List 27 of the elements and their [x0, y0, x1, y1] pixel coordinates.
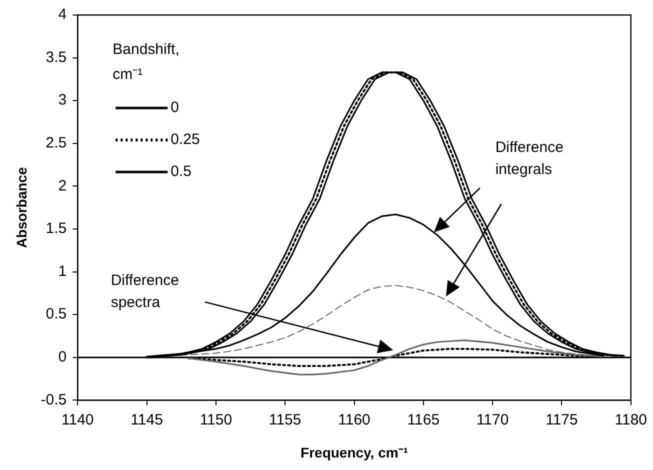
x-tick-label: 1180: [614, 411, 648, 428]
y-tick-label: 1.5: [46, 220, 67, 238]
legend-title: Bandshift, cm⁻¹: [112, 41, 180, 84]
annotation: Difference spectra: [110, 272, 179, 311]
x-tick-label: 1150: [200, 411, 232, 428]
x-tick-label: 1160: [338, 411, 370, 428]
x-axis-title: Frequency, cm⁻¹: [300, 444, 408, 460]
y-axis-title: Absorbance: [13, 166, 30, 248]
y-tick-label: 2.5: [46, 134, 67, 152]
x-tick-label: 1140: [62, 411, 94, 428]
x-tick-label: 1155: [268, 411, 302, 428]
x-tick-label: 1175: [546, 411, 578, 428]
y-tick-label: 1: [58, 262, 67, 280]
y-tick-label: -0.5: [40, 391, 67, 408]
annotation: Difference integrals: [495, 139, 564, 178]
x-tick-label: 1165: [407, 411, 440, 428]
legend-label: 0.25: [170, 131, 200, 148]
y-tick-label: 0.5: [46, 306, 67, 323]
x-tick-label: 1145: [130, 411, 163, 428]
y-tick-label: 3.5: [46, 48, 67, 66]
legend-label: 0: [170, 99, 179, 116]
y-tick-label: 2: [58, 177, 67, 194]
y-tick-label: 3: [58, 92, 67, 109]
y-tick-label: 0: [58, 348, 67, 366]
legend-label: 0.5: [170, 163, 192, 180]
x-tick-label: 1170: [476, 411, 509, 428]
y-tick-label: 4: [58, 6, 67, 24]
